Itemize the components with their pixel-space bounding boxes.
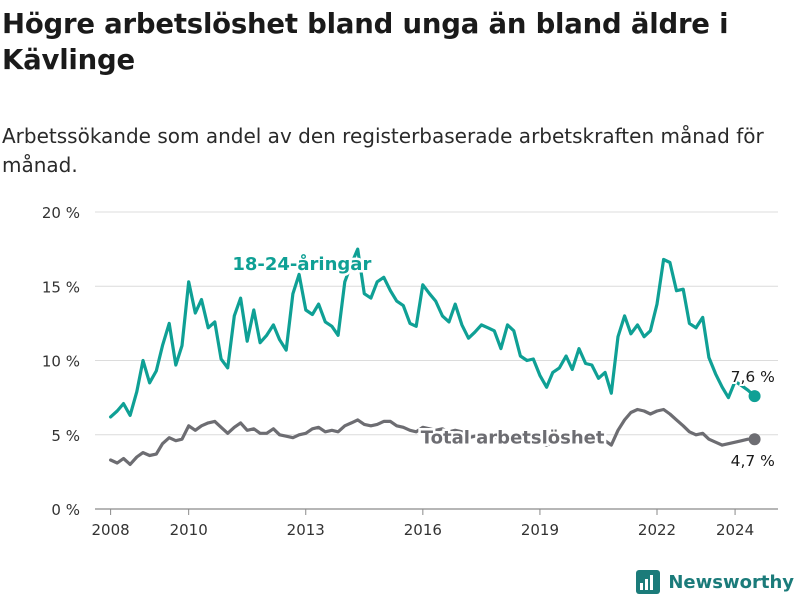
brand-name: Newsworthy xyxy=(668,571,794,593)
y-tick-label: 10 % xyxy=(42,353,80,371)
chart-subtitle: Arbetssökande som andel av den registerb… xyxy=(2,124,764,177)
y-tick-label: 15 % xyxy=(42,278,80,296)
x-tick-label: 2008 xyxy=(92,521,130,539)
y-tick-label: 5 % xyxy=(51,427,80,445)
series-line-youth xyxy=(109,247,757,419)
end-value-label: 4,7 % xyxy=(731,452,775,470)
x-tick-label: 2010 xyxy=(170,521,208,539)
series-endpoint-total xyxy=(748,433,761,446)
x-tick-label: 2024 xyxy=(716,521,754,539)
series-line-total xyxy=(109,407,757,466)
chart-title: Högre arbetslöshet bland unga än bland ä… xyxy=(2,8,729,76)
series-lines xyxy=(109,247,761,466)
series-label-youth: 18-24-åringar xyxy=(232,253,371,275)
x-tick-label: 2022 xyxy=(638,521,676,539)
series-label-total: Total arbetslöshet xyxy=(421,428,605,449)
x-tick-label: 2013 xyxy=(287,521,325,539)
x-tick-label: 2019 xyxy=(521,521,559,539)
y-axis-tick-labels: 0 % 5 % 10 % 15 % 20 % xyxy=(42,204,80,519)
series-labels: 7,6 % 4,7 % 18-24-åringar Total arbetslöshe… xyxy=(230,250,777,472)
x-axis-tick-labels: 2008 2010 2013 2016 2019 2022 2024 xyxy=(92,509,754,539)
x-tick-label: 2016 xyxy=(404,521,442,539)
y-tick-label: 0 % xyxy=(51,501,80,519)
end-value-label: 7,6 % xyxy=(731,368,775,386)
gridlines xyxy=(95,211,778,510)
brand-footer: Newsworthy xyxy=(636,570,794,594)
series-endpoint-youth xyxy=(748,390,761,403)
y-tick-label: 20 % xyxy=(42,204,80,222)
bar-chart-logo-icon xyxy=(636,570,661,594)
